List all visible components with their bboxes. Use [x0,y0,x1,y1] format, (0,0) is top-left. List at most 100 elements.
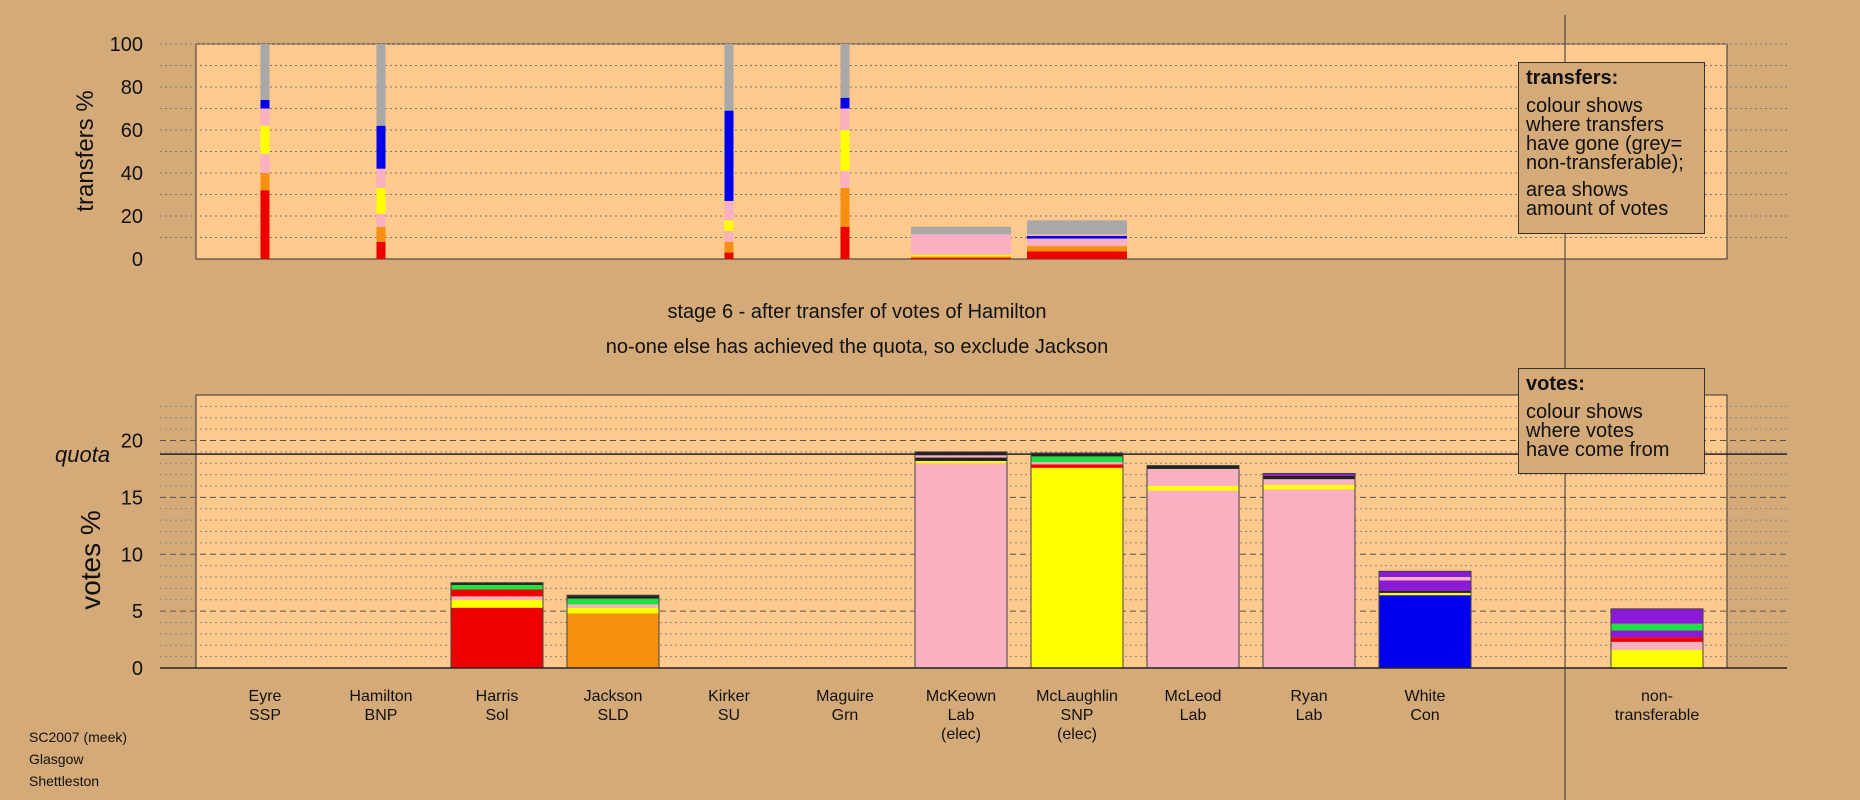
votes-bar-segment [1379,577,1471,581]
transfers-bar-segment [1027,234,1127,236]
candidate-name-label: Kirker [708,688,750,705]
transfers-bar-segment [840,44,850,98]
transfers-bar-segment [376,125,386,169]
transfers-legend-area-text: area shows amount of votes [1526,179,1669,220]
votes-bar-segment [1611,608,1703,624]
candidate-party-label: SU [718,707,740,724]
votes-y-axis-label: votes % [75,510,106,610]
transfers-bar-segment [724,252,734,259]
votes-bar-segment [1031,464,1123,468]
transfers-bar-segment [724,220,734,232]
transfers-bar-segment [260,99,270,109]
votes-bar-segment [567,598,659,605]
transfers-bar-segment [724,231,734,242]
votes-y-tick-label: 5 [132,601,143,623]
candidate-party-label: SSP [249,707,281,724]
votes-bar-segment [1031,462,1123,465]
candidate-name-label: non- [1641,688,1673,705]
transfers-bar-segment [260,190,270,259]
transfers-bar-segment [1027,246,1127,252]
votes-bar-segment [1611,637,1703,642]
votes-y-tick-label: 10 [121,544,143,566]
votes-bar-segment [1611,623,1703,631]
transfers-legend: transfers: colour shows where transfers … [1518,62,1705,234]
votes-bar-segment [567,613,659,668]
votes-bar-segment [567,595,659,599]
stage-subtitle: no-one else has achieved the quota, so e… [605,336,1109,358]
transfers-bar-segment [911,256,1011,258]
transfers-bar-segment [376,188,386,214]
votes-legend-title: votes: [1526,373,1585,395]
candidate-name-label: Harris [476,688,519,705]
votes-bar-segment [451,596,543,600]
transfers-bar-segment [724,200,734,221]
transfers-bar-segment [260,125,270,154]
votes-legend-text: colour shows where votes have come from [1526,401,1670,461]
votes-bar-segment [1379,590,1471,593]
footer-ward: Shettleston [29,773,100,789]
candidate-name-label: White [1405,688,1446,705]
transfers-y-tick-label: 60 [121,120,143,142]
votes-bar-segment [1263,475,1355,480]
votes-bar [566,594,660,669]
transfers-legend-text: colour shows where transfers have gone (… [1526,95,1684,174]
transfers-bar-segment [376,226,386,242]
votes-bar [914,451,1008,669]
transfers-bar-segment [376,241,386,259]
votes-bar-segment [1147,468,1239,486]
transfers-bar-segment [911,234,1011,255]
votes-y-tick-label: 20 [121,431,143,453]
votes-bar-segment [451,584,543,590]
candidate-party-label: Grn [832,707,859,724]
votes-bar-segment [1147,465,1239,469]
transfers-bar-segment [724,44,734,111]
transfers-bar-segment [1027,220,1127,235]
candidate-party-label: BNP [365,707,398,724]
votes-bar-segment [1263,479,1355,485]
transfers-bar-segment [1027,235,1127,239]
votes-bar-segment [915,460,1007,464]
candidate-status-label: (elec) [1057,726,1097,743]
votes-bar-segment [1263,484,1355,490]
votes-bar-segment [567,607,659,614]
votes-bar-segment [915,455,1007,458]
candidate-name-label: Ryan [1290,688,1327,705]
votes-bar-segment [1031,453,1123,457]
quota-label: quota [55,442,110,467]
transfers-bar-segment [260,108,270,126]
votes-bar [1378,570,1472,669]
votes-bar-segment [451,589,543,597]
transfers-legend-title: transfers: [1526,67,1619,89]
votes-bar-segment [1379,571,1471,577]
stage-title: stage 6 - after transfer of votes of Ham… [667,301,1047,323]
votes-bar-segment [1031,467,1123,668]
transfers-y-tick-label: 20 [121,206,143,228]
transfers-bar-segment [724,241,734,253]
votes-y-tick-label: 15 [121,487,143,509]
candidate-name-label: Jackson [584,688,643,705]
votes-bar-segment [1379,580,1471,591]
votes-y-tick-label: 0 [132,658,143,680]
footer-council: Glasgow [29,751,84,767]
votes-bar-segment [1263,489,1355,668]
candidate-party-label: Lab [1296,707,1323,724]
candidate-name-label: McLaughlin [1036,688,1118,705]
votes-bar-segment [1379,592,1471,596]
votes-bar-segment [1611,630,1703,638]
votes-bar-segment [915,463,1007,668]
transfers-bar-segment [376,213,386,227]
candidate-status-label: (elec) [941,726,981,743]
transfers-y-tick-label: 0 [132,249,143,271]
transfers-bar-segment [840,226,850,259]
transfers-bar-segment [840,188,850,227]
votes-bar-segment [915,457,1007,461]
transfers-bar-segment [840,130,850,171]
transfers-bar-segment [911,257,1011,259]
transfers-bar-segment [260,44,270,100]
votes-bar-segment [1147,490,1239,668]
candidate-party-label: Lab [948,707,975,724]
votes-bar-segment [1147,486,1239,491]
candidate-party-label: transferable [1615,707,1700,724]
votes-bar-segment [1611,641,1703,650]
